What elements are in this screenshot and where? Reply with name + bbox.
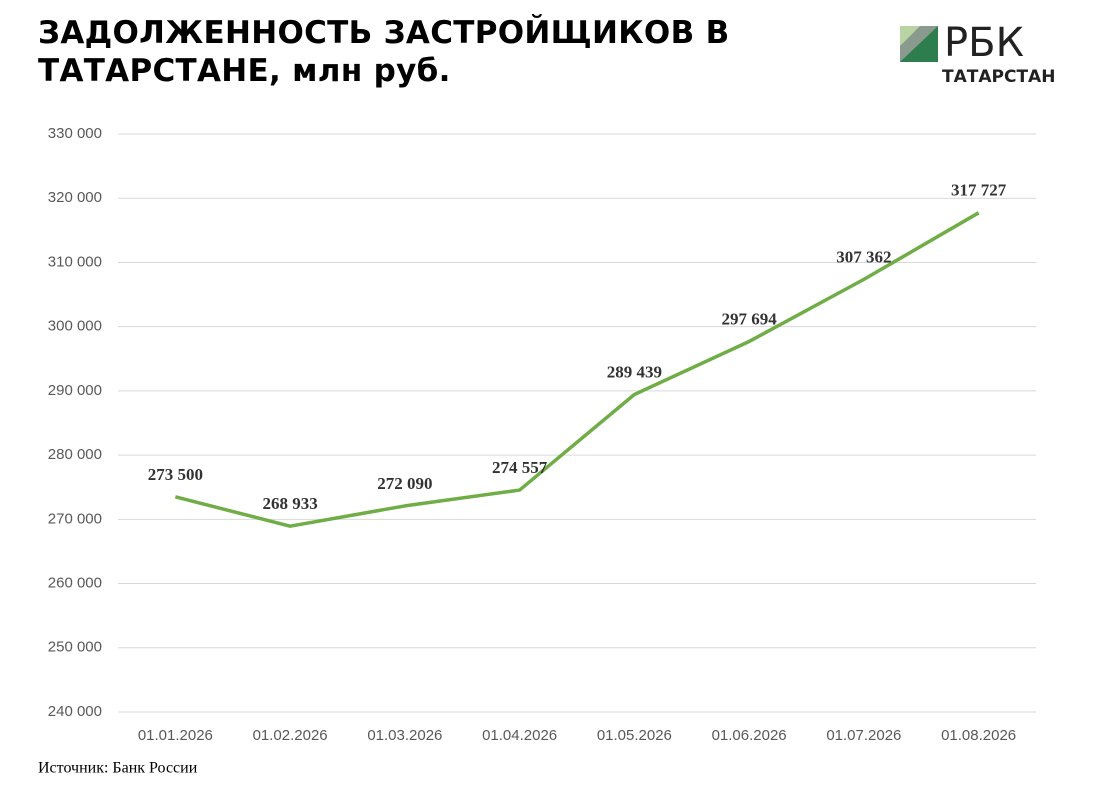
x-tick-label: 01.03.2026 bbox=[367, 727, 442, 744]
x-tick-label: 01.07.2026 bbox=[826, 727, 901, 744]
chart-title: ЗАДОЛЖЕННОСТЬ ЗАСТРОЙЩИКОВ В ТАТАРСТАНЕ,… bbox=[38, 15, 730, 89]
y-tick-label: 320 000 bbox=[48, 189, 102, 206]
x-tick-label: 01.05.2026 bbox=[597, 727, 672, 744]
y-tick-label: 250 000 bbox=[48, 639, 102, 656]
y-tick-label: 330 000 bbox=[48, 125, 102, 142]
source: Источник: Банк России bbox=[38, 760, 198, 777]
value-label: 317 727 bbox=[951, 181, 1007, 200]
value-label: 268 933 bbox=[263, 494, 318, 513]
y-tick-label: 240 000 bbox=[48, 703, 102, 720]
y-tick-label: 310 000 bbox=[48, 253, 102, 270]
x-tick-label: 01.04.2026 bbox=[482, 727, 557, 744]
x-tick-label: 01.01.2026 bbox=[138, 727, 213, 744]
value-label: 289 439 bbox=[607, 362, 662, 381]
x-tick-label: 01.08.2026 bbox=[941, 727, 1016, 744]
value-label: 307 362 bbox=[836, 247, 891, 266]
data-line bbox=[174, 211, 980, 528]
y-tick-label: 290 000 bbox=[48, 382, 102, 399]
value-label: 273 500 bbox=[148, 465, 203, 484]
x-tick-label: 01.02.2026 bbox=[253, 727, 328, 744]
logo-name: РБК bbox=[944, 20, 1024, 66]
x-tick-label: 01.06.2026 bbox=[712, 727, 787, 744]
logo-region: ТАТАРСТАН bbox=[942, 67, 1055, 87]
logo-triangle bbox=[900, 26, 938, 62]
value-label: 274 557 bbox=[492, 458, 548, 477]
y-tick-label: 280 000 bbox=[48, 446, 102, 463]
y-tick-label: 260 000 bbox=[48, 575, 102, 592]
logo-icon bbox=[900, 26, 938, 62]
logo-triangle bbox=[900, 26, 920, 46]
y-tick-label: 270 000 bbox=[48, 510, 102, 527]
value-label: 297 694 bbox=[722, 309, 778, 328]
value-label: 272 090 bbox=[377, 474, 432, 493]
y-tick-label: 300 000 bbox=[48, 318, 102, 335]
